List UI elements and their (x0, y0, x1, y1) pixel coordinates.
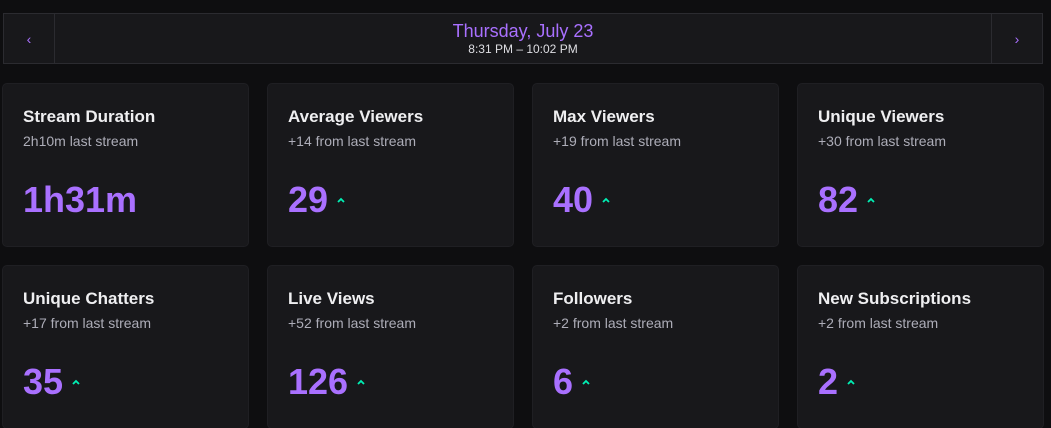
previous-stream-button[interactable]: ‹ (4, 14, 55, 63)
stat-card-unique-viewers: Unique Viewers +30 from last stream 82 (798, 84, 1043, 246)
trend-up-icon (867, 197, 875, 203)
date-navigator: ‹ Thursday, July 23 8:31 PM – 10:02 PM › (3, 13, 1043, 64)
chevron-right-icon: › (1014, 30, 1020, 47)
stat-card-max-viewers: Max Viewers +19 from last stream 40 (533, 84, 778, 246)
stat-comparison: +2 from last stream (553, 315, 674, 331)
stat-comparison: +19 from last stream (553, 133, 681, 149)
stat-comparison: +52 from last stream (288, 315, 416, 331)
stat-value: 6 (553, 361, 574, 402)
stat-value-row: 40 (553, 180, 611, 220)
trend-up-icon (582, 379, 590, 385)
stat-title: Live Views (288, 289, 375, 308)
trend-up-icon (357, 379, 365, 385)
trend-up-icon (847, 379, 855, 385)
trend-up-icon (602, 197, 610, 203)
stat-card-unique-chatters: Unique Chatters +17 from last stream 35 (3, 266, 248, 428)
stat-card-stream-duration: Stream Duration 2h10m last stream 1h31m (3, 84, 248, 246)
stat-comparison: 2h10m last stream (23, 133, 139, 149)
stat-title: Unique Chatters (23, 289, 155, 308)
stream-date: Thursday, July 23 (452, 20, 594, 41)
stat-card-new-subscriptions: New Subscriptions +2 from last stream 2 (798, 266, 1043, 428)
stat-value-row: 29 (288, 180, 346, 220)
trend-up-icon (72, 379, 80, 385)
stat-comparison: +14 from last stream (288, 133, 416, 149)
stat-value-row: 82 (818, 180, 876, 220)
stat-value: 29 (288, 179, 329, 220)
stat-card-live-views: Live Views +52 from last stream 126 (268, 266, 513, 428)
stat-comparison: +17 from last stream (23, 315, 151, 331)
stat-title: Unique Viewers (818, 107, 945, 126)
next-stream-button[interactable]: › (991, 14, 1042, 63)
stat-value-row: 1h31m (23, 180, 137, 220)
stat-value-row: 126 (288, 362, 366, 402)
stat-value: 35 (23, 361, 64, 402)
stat-value-row: 2 (818, 362, 856, 402)
stat-comparison: +2 from last stream (818, 315, 939, 331)
stat-title: New Subscriptions (818, 289, 972, 308)
stat-title: Max Viewers (553, 107, 655, 126)
stat-title: Followers (553, 289, 633, 308)
stat-value: 2 (818, 361, 839, 402)
stat-card-followers: Followers +2 from last stream 6 (533, 266, 778, 428)
stat-value-row: 35 (23, 362, 81, 402)
stats-grid: Stream Duration 2h10m last stream 1h31m … (3, 84, 1049, 428)
chevron-left-icon: ‹ (26, 30, 32, 47)
trend-up-icon (337, 197, 345, 203)
stat-comparison: +30 from last stream (818, 133, 946, 149)
stat-title: Stream Duration (23, 107, 156, 126)
stat-value: 40 (553, 179, 594, 220)
stat-value-row: 6 (553, 362, 591, 402)
stat-value: 82 (818, 179, 859, 220)
stream-time-range: 8:31 PM – 10:02 PM (468, 41, 578, 56)
stream-date-display: Thursday, July 23 8:31 PM – 10:02 PM (55, 14, 991, 63)
stat-value: 1h31m (23, 179, 138, 220)
stat-title: Average Viewers (288, 107, 424, 126)
stat-value: 126 (288, 361, 349, 402)
stat-card-average-viewers: Average Viewers +14 from last stream 29 (268, 84, 513, 246)
